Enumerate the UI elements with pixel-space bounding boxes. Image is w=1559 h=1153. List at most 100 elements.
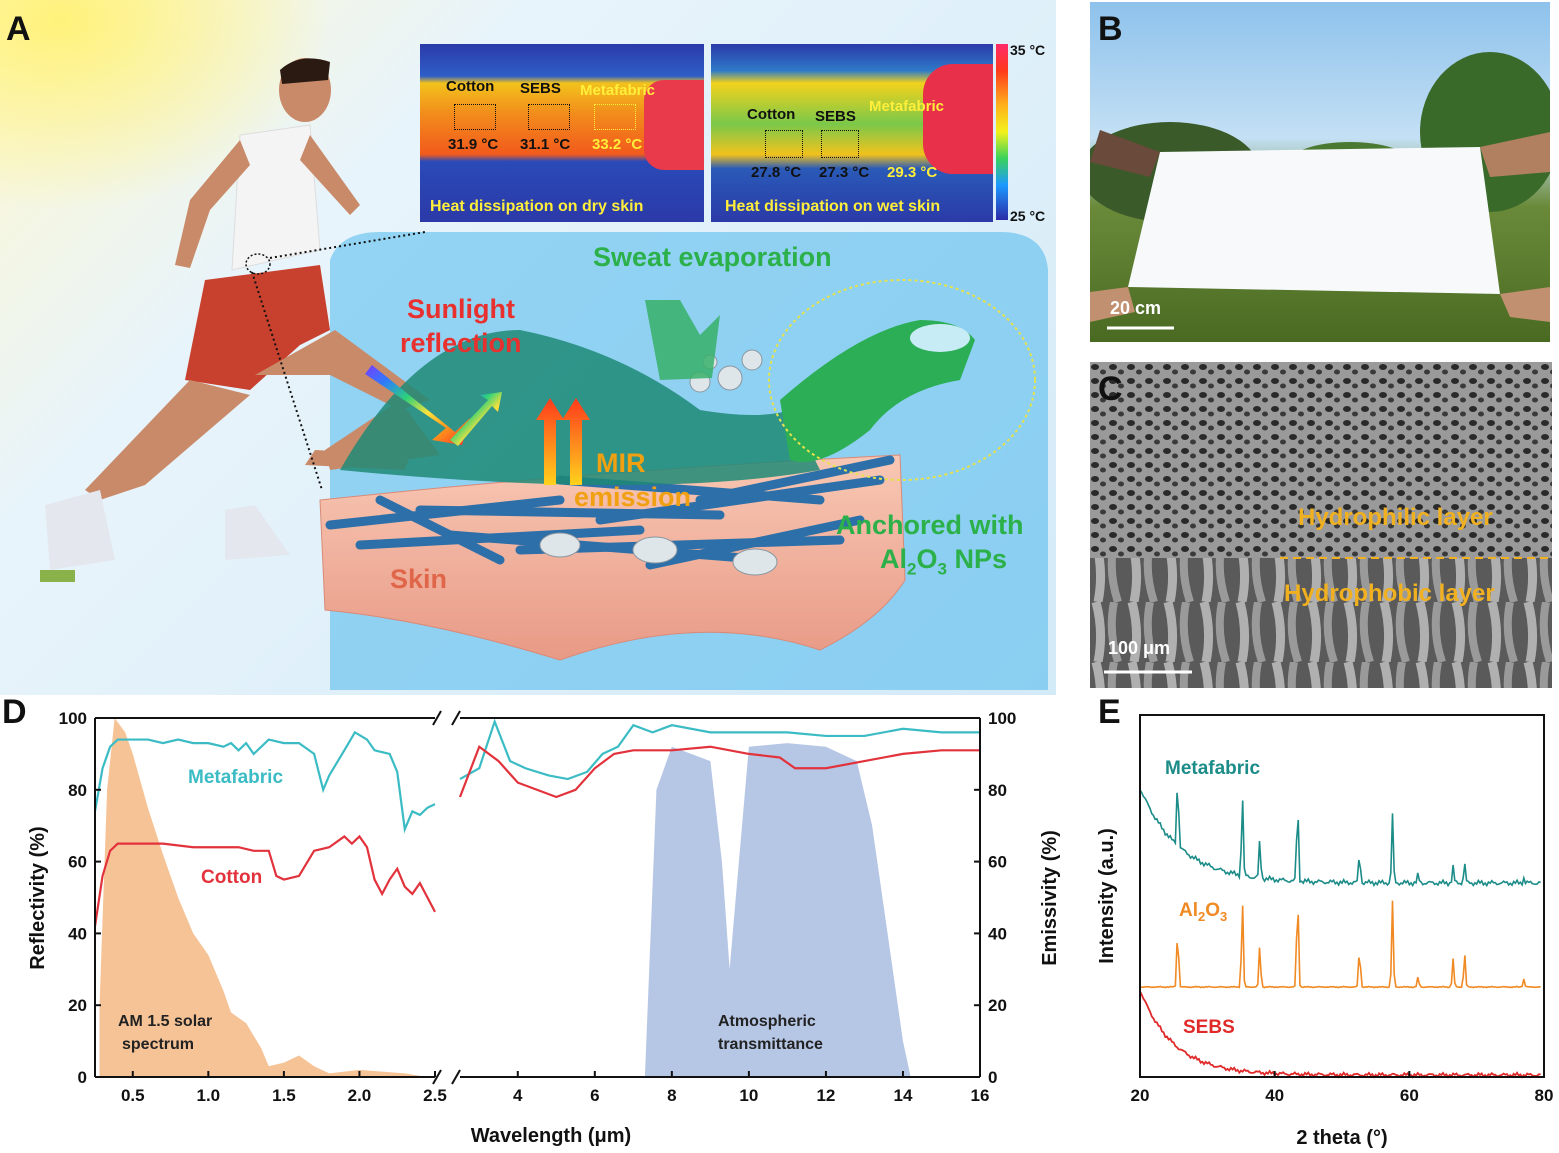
panel-letter-e: E	[1098, 693, 1121, 731]
d-xtick-label: 2.5	[423, 1086, 447, 1105]
anchored-label: Anchored with	[836, 510, 1024, 540]
zoom-oval	[768, 279, 1036, 481]
chart-e: 20 40 60 80 2 theta (°) Intensity (a.u.) Me…	[1096, 714, 1553, 1149]
hydrophobic-layer-label: Hydrophobic layer	[1284, 580, 1495, 607]
d-break-mark	[432, 710, 442, 726]
d-ytick-label-left: 40	[68, 924, 87, 943]
thermal-wet-label-cotton: Cotton	[747, 106, 796, 123]
d-line-cotton-right	[458, 744, 980, 799]
panel-b-photo: 20 cm	[1090, 2, 1550, 342]
e-series-label-sebs: SEBS	[1183, 1017, 1235, 1038]
d-line-metafabric-right	[459, 718, 980, 781]
panel-c-texture	[1090, 362, 1552, 688]
al-text: Al	[880, 544, 907, 574]
d-xtick-label: 10	[739, 1086, 758, 1105]
panel-letter-d: D	[2, 693, 27, 731]
reflection-label: reflection	[400, 328, 522, 358]
d-ytick-label-right: 80	[988, 781, 1007, 800]
d-xtick-label: 0.5	[121, 1086, 145, 1105]
d-ytick-label-right: 40	[988, 924, 1007, 943]
al-subscript: 2	[907, 559, 917, 579]
solar-spectrum-fill	[99, 718, 428, 1077]
zoom-line-1	[269, 231, 426, 259]
thermal-dry-box-metafabric	[594, 104, 636, 130]
d-break-mark	[451, 1069, 461, 1085]
hydrophobic-fibers	[325, 455, 895, 570]
colorbar-min-label: 25 °C	[1010, 208, 1046, 224]
d-line-metafabric-left	[93, 730, 436, 834]
tube-opening	[910, 324, 970, 352]
e-al-text: Al	[1179, 900, 1198, 921]
thermal-image-wet: Cotton SEBS Metafabric 27.8 °C 27.3 °C 2…	[711, 44, 993, 222]
d-ytick-label-left: 20	[68, 996, 87, 1015]
zoom-circle	[245, 253, 271, 275]
d-series-label-cotton: Cotton	[201, 867, 262, 888]
atmospheric-transmittance-fill	[644, 743, 911, 1077]
d-annotation-atm-1: Atmospheric	[718, 1013, 816, 1030]
panel-a: Cotton SEBS Metafabric 31.9 °C 31.1 °C 3…	[0, 0, 1056, 695]
d-ylabel-right: Emissivity (%)	[1039, 830, 1061, 966]
sweat-evaporation-label: Sweat evaporation	[593, 242, 832, 272]
thermal-wet-arm	[923, 64, 993, 174]
anchored-tube	[780, 320, 975, 462]
d-ytick-label-left: 80	[68, 781, 87, 800]
d-xtick-label: 1.0	[197, 1086, 221, 1105]
thermal-wet-box-cotton	[765, 130, 803, 158]
e-ylabel: Intensity (a.u.)	[1096, 828, 1118, 964]
panel-letter-c: C	[1098, 370, 1123, 408]
panel-b-scale-label: 20 cm	[1110, 298, 1162, 318]
reflection-arrow	[450, 392, 502, 446]
sunlight-label: Sunlight	[407, 294, 515, 324]
hydrophilic-layer-label: Hydrophilic layer	[1298, 504, 1493, 531]
panel-c-sem: Hydrophilic layer Hydrophobic layer 100 …	[1090, 362, 1552, 688]
e-xtick-label: 20	[1131, 1086, 1150, 1105]
emission-label: emission	[574, 482, 692, 512]
thermal-wet-label-metafabric: Metafabric	[869, 98, 945, 115]
d-ytick-label-right: 60	[988, 853, 1007, 872]
d-ytick-label-left: 60	[68, 853, 87, 872]
thermal-wet-caption: Heat dissipation on wet skin	[725, 198, 941, 215]
d-xtick-label: 1.5	[272, 1086, 296, 1105]
e-xtick-label: 80	[1535, 1086, 1553, 1105]
thermal-wet-temp-cotton: 27.8 °C	[751, 164, 802, 181]
e-series-label-metafabric: Metafabric	[1165, 758, 1260, 779]
e-xlabel: 2 theta (°)	[1296, 1127, 1387, 1149]
e-line-al2o3	[1139, 900, 1541, 989]
e-xtick-label: 40	[1265, 1086, 1284, 1105]
thermal-dry-temp-sebs: 31.1 °C	[520, 136, 571, 153]
d-series-label-metafabric: Metafabric	[188, 767, 283, 788]
panel-letter-b: B	[1098, 10, 1123, 48]
thermal-wet-temp-metafabric: 29.3 °C	[887, 164, 938, 181]
d-xtick-label: 16	[971, 1086, 990, 1105]
d-annotation-solar-1: AM 1.5 solar	[118, 1013, 212, 1030]
thermal-wet-temp-sebs: 27.3 °C	[819, 164, 870, 181]
panel-b-scene	[1090, 52, 1550, 330]
e-series-label-al2o3: Al2O3	[1179, 900, 1227, 924]
e-o-sub: 3	[1220, 909, 1227, 924]
thermal-dry-label-metafabric: Metafabric	[580, 82, 656, 99]
thermal-dry-box-cotton	[454, 104, 496, 130]
al2o3-nps-label: Al2O3 NPs	[880, 544, 1007, 579]
d-xtick-label: 12	[816, 1086, 835, 1105]
mir-arrow-1	[536, 398, 564, 485]
sweat-arrow	[645, 300, 720, 380]
zoom-line-2	[251, 271, 323, 491]
d-annotation-solar-2: spectrum	[122, 1036, 194, 1053]
thermal-dry-temp-metafabric: 33.2 °C	[592, 136, 643, 153]
d-line-cotton-left	[93, 834, 436, 927]
e-line-metafabric	[1139, 789, 1541, 888]
panel-c-scale-label: 100 μm	[1108, 638, 1171, 658]
d-ytick-label-left: 0	[78, 1068, 87, 1087]
d-break-mark	[432, 1069, 442, 1085]
e-plot-frame	[1139, 714, 1545, 1078]
d-ylabel-left: Reflectivity (%)	[27, 826, 49, 969]
panel-letter-a: A	[6, 10, 31, 48]
d-xtick-label: 2.0	[348, 1086, 372, 1105]
thermal-wet-label-sebs: SEBS	[815, 108, 856, 125]
chart-d: 0 0 20 20 40 40 60 60 80 80 100 100 0.5 1.0 1.5 2.0 2.5 4…	[27, 709, 1061, 1147]
d-xtick-label: 8	[667, 1086, 676, 1105]
d-xtick-label: 6	[590, 1086, 599, 1105]
thermal-dry-label-sebs: SEBS	[520, 80, 561, 97]
metafabric-sheet	[1128, 147, 1500, 294]
mir-arrow-2	[562, 398, 590, 485]
